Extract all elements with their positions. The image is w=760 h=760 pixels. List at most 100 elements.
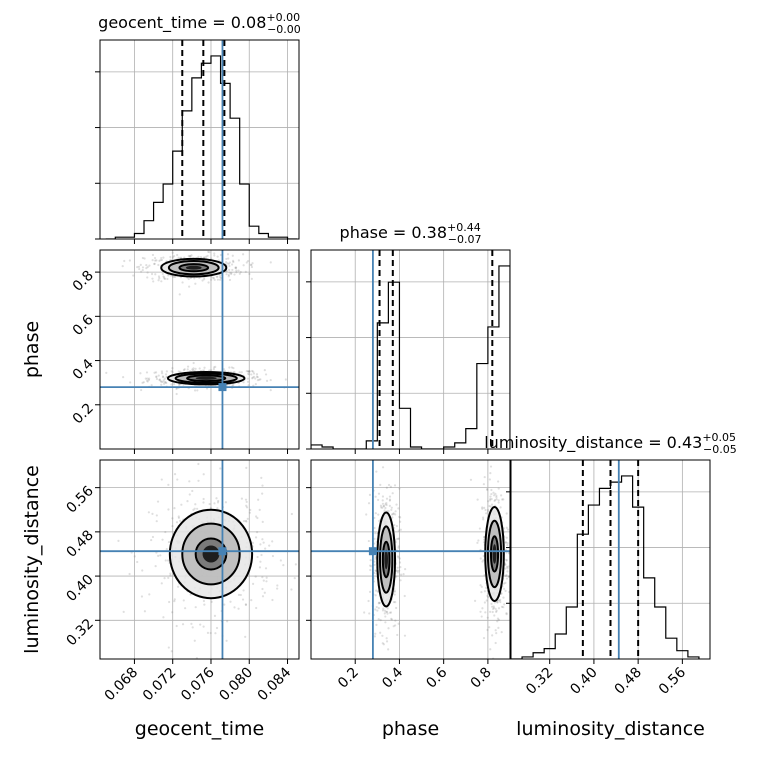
- scatter-point: [151, 277, 154, 280]
- scatter-point: [367, 502, 371, 505]
- scatter-point: [265, 379, 269, 382]
- scatter-point: [223, 370, 227, 373]
- scatter-point: [196, 507, 199, 510]
- scatter-point: [161, 538, 164, 541]
- scatter-point: [171, 517, 174, 520]
- scatter-point: [207, 281, 210, 284]
- scatter-point: [188, 255, 192, 258]
- scatter-point: [256, 555, 259, 559]
- title-upper-error: +0.00: [266, 11, 300, 24]
- x-tick-label-phase: 0.2: [335, 665, 362, 692]
- scatter-point: [385, 486, 388, 489]
- scatter-point: [469, 478, 473, 481]
- scatter-point: [375, 470, 378, 473]
- scatter-point: [155, 514, 158, 517]
- scatter-point: [202, 599, 206, 603]
- contour-level-0: [484, 505, 505, 602]
- scatter-point: [387, 627, 390, 630]
- scatter-point: [271, 554, 275, 558]
- scatter-point: [157, 554, 160, 557]
- scatter-point: [494, 492, 497, 495]
- scatter-point: [176, 585, 180, 588]
- scatter-point: [176, 478, 179, 481]
- scatter-point: [393, 593, 396, 596]
- scatter-point: [177, 516, 180, 519]
- scatter-point: [247, 370, 250, 373]
- scatter-point: [213, 502, 216, 505]
- scatter-point: [209, 631, 212, 635]
- scatter-point: [146, 265, 149, 269]
- scatter-point: [375, 589, 378, 592]
- scatter-point: [162, 379, 165, 382]
- scatter-point: [158, 378, 161, 382]
- scatter-point: [378, 519, 381, 523]
- scatter-point: [192, 369, 195, 372]
- scatter-point: [242, 519, 246, 523]
- scatter-point: [244, 498, 248, 501]
- y-tick-label-phase: 0.8: [70, 268, 97, 295]
- scatter-point: [233, 273, 236, 276]
- scatter-point: [203, 256, 206, 259]
- scatter-point: [395, 569, 398, 572]
- scatter-point: [233, 606, 236, 609]
- scatter-point: [373, 635, 377, 638]
- scatter-point: [486, 628, 489, 632]
- scatter-point: [188, 480, 191, 483]
- scatter-point: [492, 494, 496, 497]
- scatter-point: [482, 559, 485, 562]
- scatter-point: [504, 563, 507, 567]
- scatter-point: [301, 566, 303, 568]
- title-upper-error: +0.05: [702, 431, 736, 444]
- scatter-point: [384, 503, 387, 506]
- scatter-point: [170, 650, 173, 653]
- scatter-point: [397, 622, 400, 625]
- scatter-point: [379, 631, 382, 634]
- scatter-point: [171, 367, 174, 370]
- scatter-point: [216, 507, 219, 510]
- scatter-point: [261, 576, 264, 579]
- scatter-point: [203, 366, 206, 369]
- scatter-point: [376, 609, 379, 612]
- scatter-point: [164, 530, 167, 534]
- contour-level-1: [486, 519, 503, 589]
- scatter-point: [244, 270, 247, 273]
- scatter-point: [228, 278, 232, 282]
- scatter-point: [190, 622, 193, 625]
- scatter-point: [248, 373, 251, 376]
- scatter-point: [516, 588, 518, 590]
- scatter-point: [478, 527, 481, 530]
- scatter-point: [154, 371, 158, 374]
- scatter-point: [197, 479, 200, 482]
- scatter-point: [182, 368, 186, 372]
- scatter-point: [245, 466, 248, 469]
- scatter-point: [495, 632, 498, 635]
- scatter-point: [500, 592, 503, 595]
- contour-level-1: [167, 260, 220, 276]
- scatter-point: [183, 256, 186, 259]
- scatter-point: [489, 497, 492, 501]
- scatter-point: [224, 501, 228, 504]
- scatter-point: [137, 265, 141, 268]
- scatter-point: [387, 510, 390, 513]
- scatter-point: [150, 538, 153, 542]
- scatter-point: [269, 378, 272, 382]
- scatter-point: [223, 603, 226, 606]
- scatter-point: [117, 539, 120, 543]
- y-axis-label-phase: phase: [21, 321, 43, 378]
- scatter-point: [230, 271, 233, 274]
- scatter-point: [483, 590, 486, 593]
- scatter-point: [490, 492, 493, 496]
- scatter-point: [224, 261, 228, 264]
- scatter-point: [254, 575, 257, 578]
- scatter-point: [399, 516, 402, 519]
- scatter-point: [193, 389, 197, 392]
- scatter-point: [182, 599, 185, 602]
- scatter-point: [219, 253, 223, 257]
- scatter-point: [397, 546, 400, 549]
- scatter-point: [377, 607, 380, 610]
- scatter-point: [239, 270, 242, 274]
- scatter-point: [383, 609, 387, 612]
- contour-level-1: [174, 372, 238, 384]
- x-axis-label-luminosity_distance: luminosity_distance: [516, 718, 705, 740]
- scatter-point: [167, 508, 170, 511]
